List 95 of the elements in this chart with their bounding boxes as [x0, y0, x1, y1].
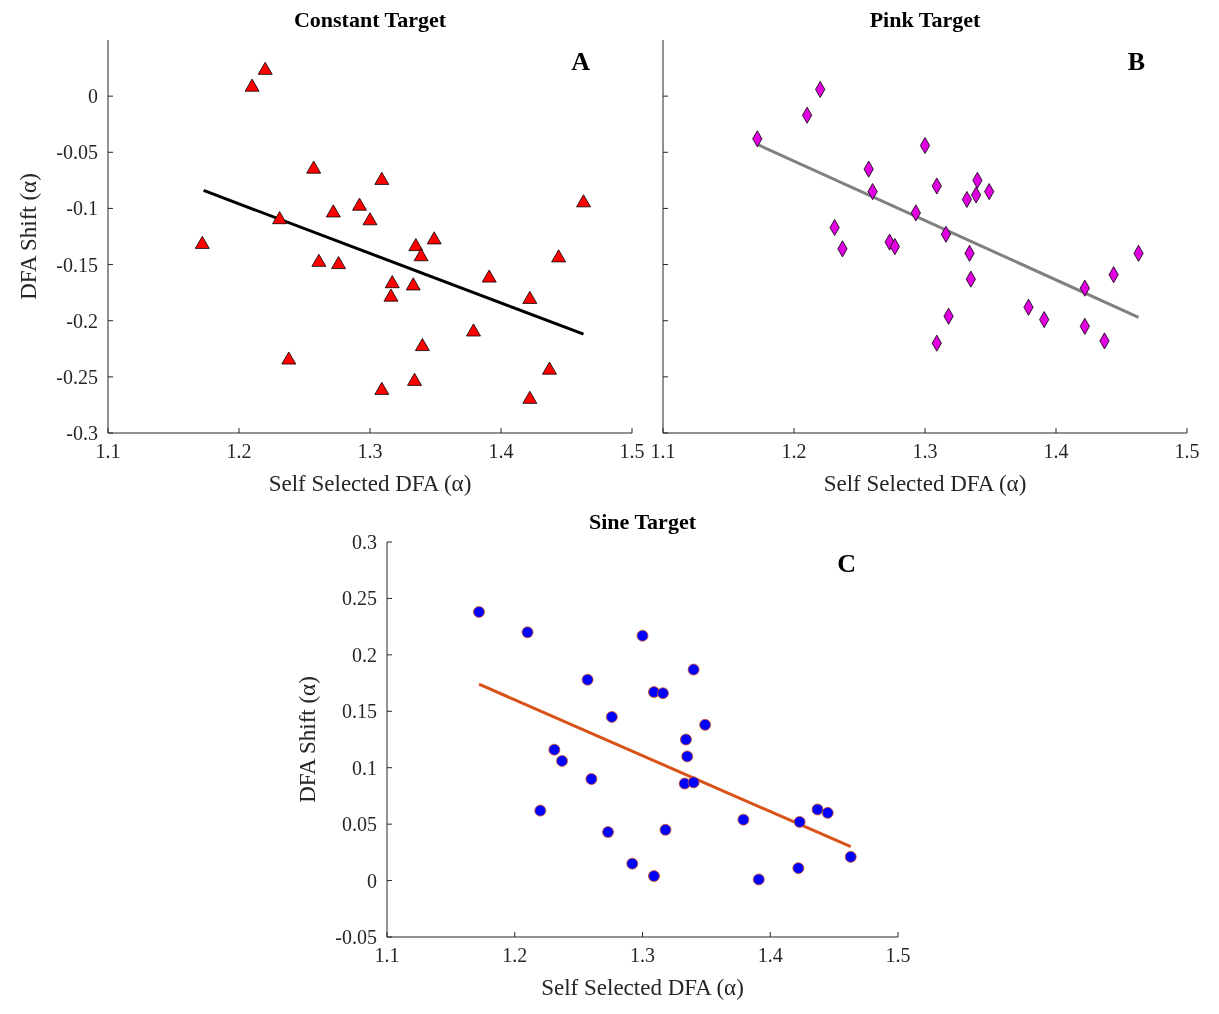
- y-axis-title: DFA Shift (α): [295, 676, 320, 803]
- point: [414, 338, 430, 351]
- point: [384, 275, 400, 289]
- chart-title: Sine Target: [589, 509, 697, 534]
- point: [325, 204, 341, 218]
- y-tick-label: 0: [88, 85, 98, 108]
- chart-title: Constant Target: [293, 7, 447, 32]
- x-tick-label: 1.4: [757, 944, 783, 966]
- point: [699, 718, 711, 731]
- x-tick-label: 1.2: [502, 944, 528, 966]
- point: [481, 269, 497, 283]
- x-axis-title: Self Selected DFA (α): [823, 471, 1027, 496]
- y-tick-label: 0.05: [342, 813, 377, 836]
- y-tick-label: -0.3: [66, 422, 98, 444]
- point: [576, 194, 591, 208]
- point: [362, 212, 378, 226]
- point: [281, 351, 297, 365]
- point: [551, 249, 567, 263]
- point: [602, 826, 614, 838]
- x-tick-label: 1.2: [226, 440, 252, 462]
- point: [522, 390, 538, 404]
- y-tick-label: 0.3: [352, 531, 377, 553]
- y-axis-title: DFA Shift (α): [16, 173, 41, 300]
- point: [792, 862, 805, 875]
- x-tick-label: 1.1: [650, 440, 676, 462]
- point: [311, 253, 327, 267]
- point: [244, 78, 260, 92]
- point: [687, 663, 700, 676]
- point: [687, 776, 700, 789]
- point: [680, 733, 692, 746]
- point: [407, 372, 422, 386]
- x-tick-label: 1.4: [1043, 440, 1069, 462]
- y-tick-label: -0.05: [56, 141, 98, 164]
- point: [257, 61, 273, 75]
- x-tick-label: 1.5: [1174, 440, 1200, 462]
- y-tick-label: 0.1: [352, 756, 377, 779]
- point: [413, 248, 429, 262]
- point: [405, 277, 421, 291]
- point: [793, 816, 806, 828]
- point: [844, 850, 857, 863]
- y-tick-label: -0.1: [66, 197, 98, 220]
- x-tick-label: 1.4: [488, 440, 514, 462]
- y-tick-label: 0.25: [342, 587, 377, 610]
- point: [626, 857, 639, 870]
- point: [542, 361, 557, 375]
- annotation: A: [571, 47, 591, 76]
- point: [408, 238, 424, 252]
- point: [556, 755, 568, 767]
- point: [194, 235, 210, 249]
- point: [306, 160, 322, 174]
- point: [737, 813, 750, 826]
- point: [821, 806, 834, 819]
- point: [534, 804, 547, 817]
- x-tick-label: 1.3: [357, 440, 383, 462]
- point: [352, 197, 367, 211]
- x-axis-title: Self Selected DFA (α): [268, 471, 472, 496]
- x-tick-label: 1.5: [885, 944, 911, 966]
- point: [659, 823, 672, 836]
- point: [331, 256, 346, 270]
- point: [636, 629, 649, 642]
- point: [522, 290, 538, 304]
- point: [521, 626, 534, 639]
- annotation: B: [1127, 47, 1145, 76]
- y-tick-label: 0.2: [352, 643, 377, 666]
- y-tick-label: -0.15: [56, 253, 98, 276]
- chart-title: Pink Target: [869, 7, 981, 32]
- point: [374, 171, 390, 185]
- x-tick-label: 1.1: [374, 944, 400, 966]
- x-tick-label: 1.2: [781, 440, 807, 462]
- y-tick-label: 0.15: [342, 700, 377, 723]
- point: [585, 773, 598, 785]
- point: [605, 711, 618, 723]
- point: [374, 381, 390, 395]
- y-tick-label: 0: [367, 869, 377, 892]
- point: [581, 673, 594, 686]
- x-tick-label: 1.3: [912, 440, 938, 462]
- point: [473, 606, 485, 618]
- point: [383, 288, 399, 302]
- x-axis-title: Self Selected DFA (α): [541, 975, 744, 1000]
- x-tick-label: 1.5: [619, 440, 645, 462]
- point: [426, 231, 442, 245]
- point: [548, 743, 561, 756]
- y-tick-label: -0.2: [66, 309, 98, 332]
- y-tick-label: -0.05: [335, 926, 377, 948]
- point: [752, 873, 765, 886]
- point: [466, 323, 481, 337]
- x-tick-label: 1.1: [95, 440, 121, 462]
- y-tick-label: -0.25: [56, 365, 98, 388]
- annotation: C: [837, 549, 856, 578]
- point: [648, 870, 660, 882]
- point: [272, 211, 288, 225]
- x-tick-label: 1.3: [630, 944, 655, 966]
- point: [811, 803, 824, 816]
- point: [681, 750, 694, 763]
- point: [657, 687, 669, 700]
